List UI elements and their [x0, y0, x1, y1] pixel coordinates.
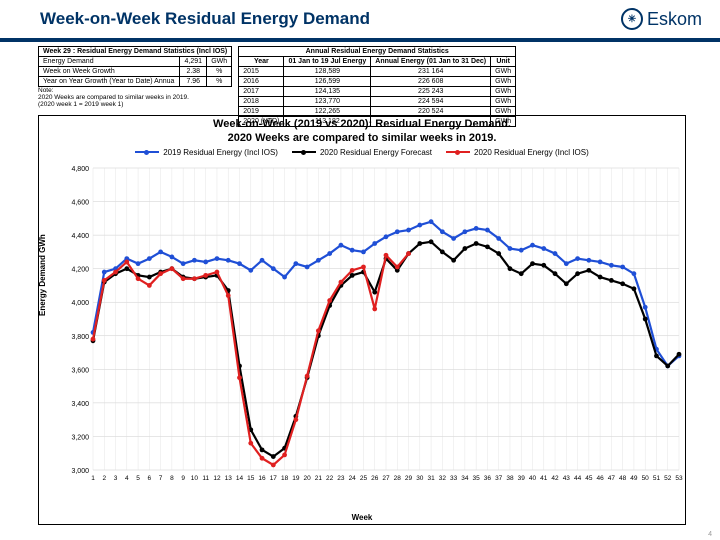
svg-text:43: 43: [563, 475, 571, 482]
svg-text:3: 3: [114, 475, 118, 482]
header-bar: Week-on-Week Residual Energy Demand ✳ Es…: [0, 0, 720, 42]
svg-text:3,800: 3,800: [71, 334, 89, 341]
svg-text:51: 51: [653, 475, 661, 482]
svg-text:41: 41: [540, 475, 548, 482]
chart-title: Week-on-Week (2019 vs 2020): Residual En…: [39, 116, 685, 146]
svg-text:17: 17: [270, 475, 278, 482]
svg-text:45: 45: [585, 475, 593, 482]
svg-text:4: 4: [125, 475, 129, 482]
svg-text:37: 37: [495, 475, 503, 482]
svg-text:4,400: 4,400: [71, 233, 89, 240]
svg-text:24: 24: [349, 475, 357, 482]
svg-text:34: 34: [461, 475, 469, 482]
x-axis-label: Week: [352, 513, 373, 522]
svg-text:9: 9: [181, 475, 185, 482]
svg-text:3,400: 3,400: [71, 401, 89, 408]
eskom-logo: ✳ Eskom: [621, 8, 702, 30]
svg-text:28: 28: [394, 475, 402, 482]
svg-text:40: 40: [529, 475, 537, 482]
svg-text:36: 36: [484, 475, 492, 482]
page-number: 4: [708, 531, 712, 538]
svg-text:25: 25: [360, 475, 368, 482]
chart-legend: 2019 Residual Energy (Incl IOS) 2020 Resi…: [39, 148, 685, 157]
svg-text:52: 52: [664, 475, 672, 482]
svg-text:44: 44: [574, 475, 582, 482]
svg-text:3,000: 3,000: [71, 468, 89, 475]
svg-text:7: 7: [159, 475, 163, 482]
svg-text:15: 15: [247, 475, 255, 482]
svg-text:19: 19: [292, 475, 300, 482]
svg-text:4,000: 4,000: [71, 300, 89, 307]
svg-text:31: 31: [427, 475, 435, 482]
svg-text:4,600: 4,600: [71, 200, 89, 207]
svg-text:53: 53: [675, 475, 683, 482]
svg-text:14: 14: [236, 475, 244, 482]
svg-text:49: 49: [630, 475, 638, 482]
y-axis-label: Energy Demand GWh: [38, 234, 47, 316]
svg-text:42: 42: [551, 475, 559, 482]
svg-text:50: 50: [642, 475, 650, 482]
chart-container: Week-on-Week (2019 vs 2020): Residual En…: [38, 115, 686, 525]
svg-text:18: 18: [281, 475, 289, 482]
weekly-stats-table: Week 29 : Residual Energy Demand Statist…: [38, 46, 232, 87]
svg-text:3,200: 3,200: [71, 434, 89, 441]
logo-icon: ✳: [621, 8, 643, 30]
svg-text:26: 26: [371, 475, 379, 482]
svg-text:20: 20: [303, 475, 311, 482]
svg-text:32: 32: [439, 475, 447, 482]
svg-text:4,800: 4,800: [71, 166, 89, 173]
svg-text:10: 10: [191, 475, 199, 482]
svg-text:8: 8: [170, 475, 174, 482]
chart-title-1: Week-on-Week (2019 vs 2020): Residual En…: [39, 118, 685, 132]
logo-text: Eskom: [647, 9, 702, 30]
svg-text:21: 21: [315, 475, 323, 482]
svg-text:23: 23: [337, 475, 345, 482]
svg-text:27: 27: [382, 475, 390, 482]
svg-text:16: 16: [258, 475, 266, 482]
svg-text:6: 6: [148, 475, 152, 482]
svg-text:33: 33: [450, 475, 458, 482]
svg-text:47: 47: [608, 475, 616, 482]
table-note: Note:2020 Weeks are compared to similar …: [38, 87, 232, 108]
legend-item: 2020 Residual Energy Forecast: [292, 148, 432, 157]
svg-text:29: 29: [405, 475, 413, 482]
svg-text:30: 30: [416, 475, 424, 482]
svg-text:3,600: 3,600: [71, 367, 89, 374]
line-chart: 3,0003,2003,4003,6003,8004,0004,2004,400…: [93, 168, 679, 488]
svg-text:35: 35: [473, 475, 481, 482]
svg-text:4,200: 4,200: [71, 267, 89, 274]
legend-item: 2019 Residual Energy (Incl IOS): [135, 148, 278, 157]
svg-text:11: 11: [202, 475, 209, 482]
svg-text:2: 2: [102, 475, 106, 482]
chart-title-2: 2020 Weeks are compared to similar weeks…: [39, 132, 685, 146]
svg-text:38: 38: [506, 475, 514, 482]
svg-text:12: 12: [213, 475, 221, 482]
svg-text:22: 22: [326, 475, 334, 482]
svg-text:13: 13: [225, 475, 233, 482]
svg-text:46: 46: [596, 475, 604, 482]
legend-item: 2020 Residual Energy (Incl IOS): [446, 148, 589, 157]
svg-text:39: 39: [518, 475, 526, 482]
svg-text:5: 5: [136, 475, 140, 482]
svg-text:1: 1: [91, 475, 95, 482]
svg-text:48: 48: [619, 475, 627, 482]
page-title: Week-on-Week Residual Energy Demand: [40, 9, 370, 29]
